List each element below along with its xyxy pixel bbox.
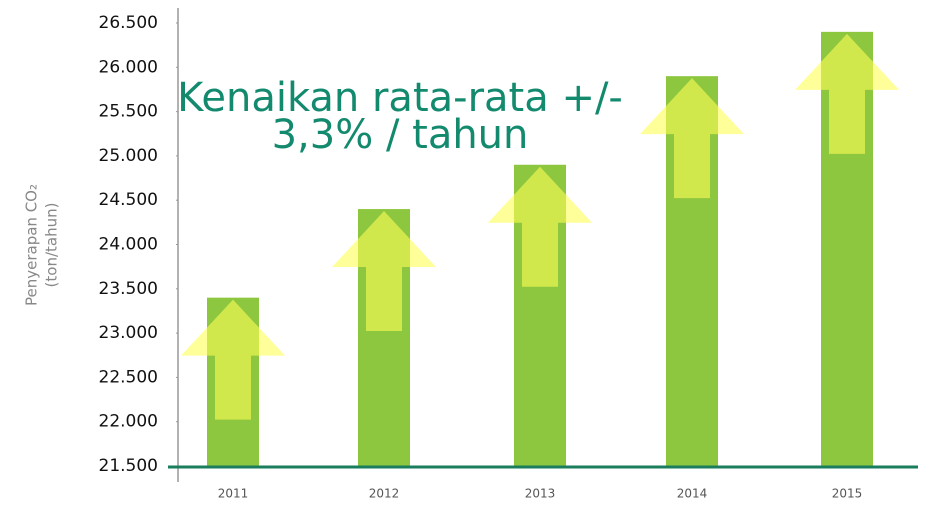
y-tick-label: 22.500 [99, 367, 158, 387]
arrow [640, 78, 744, 199]
y-tick-label: 23.000 [99, 323, 158, 343]
y-tick-label: 21.500 [99, 456, 158, 476]
y-label-line: (ton/tahun) [43, 203, 61, 288]
arrow [795, 33, 899, 154]
y-tick-label: 25.500 [99, 102, 158, 122]
x-tick-label: 2015 [832, 487, 863, 501]
arrow [181, 299, 285, 420]
x-tick-label: 2014 [677, 487, 708, 501]
y-tick-label: 24.000 [99, 235, 158, 255]
y-tick-label: 26.500 [99, 13, 158, 33]
y-tick-label: 26.000 [99, 57, 158, 77]
y-tick-label: 22.000 [99, 412, 158, 432]
y-tick-label: 24.500 [99, 190, 158, 210]
y-label-line: Penyerapan CO₂ [23, 184, 41, 306]
arrow [488, 166, 592, 287]
y-tick-label: 23.500 [99, 279, 158, 299]
annotation: 3,3% / tahun [272, 112, 529, 158]
annotation: Kenaikan rata-rata +/- [177, 75, 623, 121]
arrow [332, 211, 436, 332]
x-tick-label: 2011 [218, 487, 249, 501]
y-tick-label: 25.000 [99, 146, 158, 166]
x-tick-label: 2013 [525, 487, 556, 501]
y-axis-label: Penyerapan CO₂ (ton/tahun) [23, 184, 61, 306]
x-tick-label: 2012 [369, 487, 400, 501]
